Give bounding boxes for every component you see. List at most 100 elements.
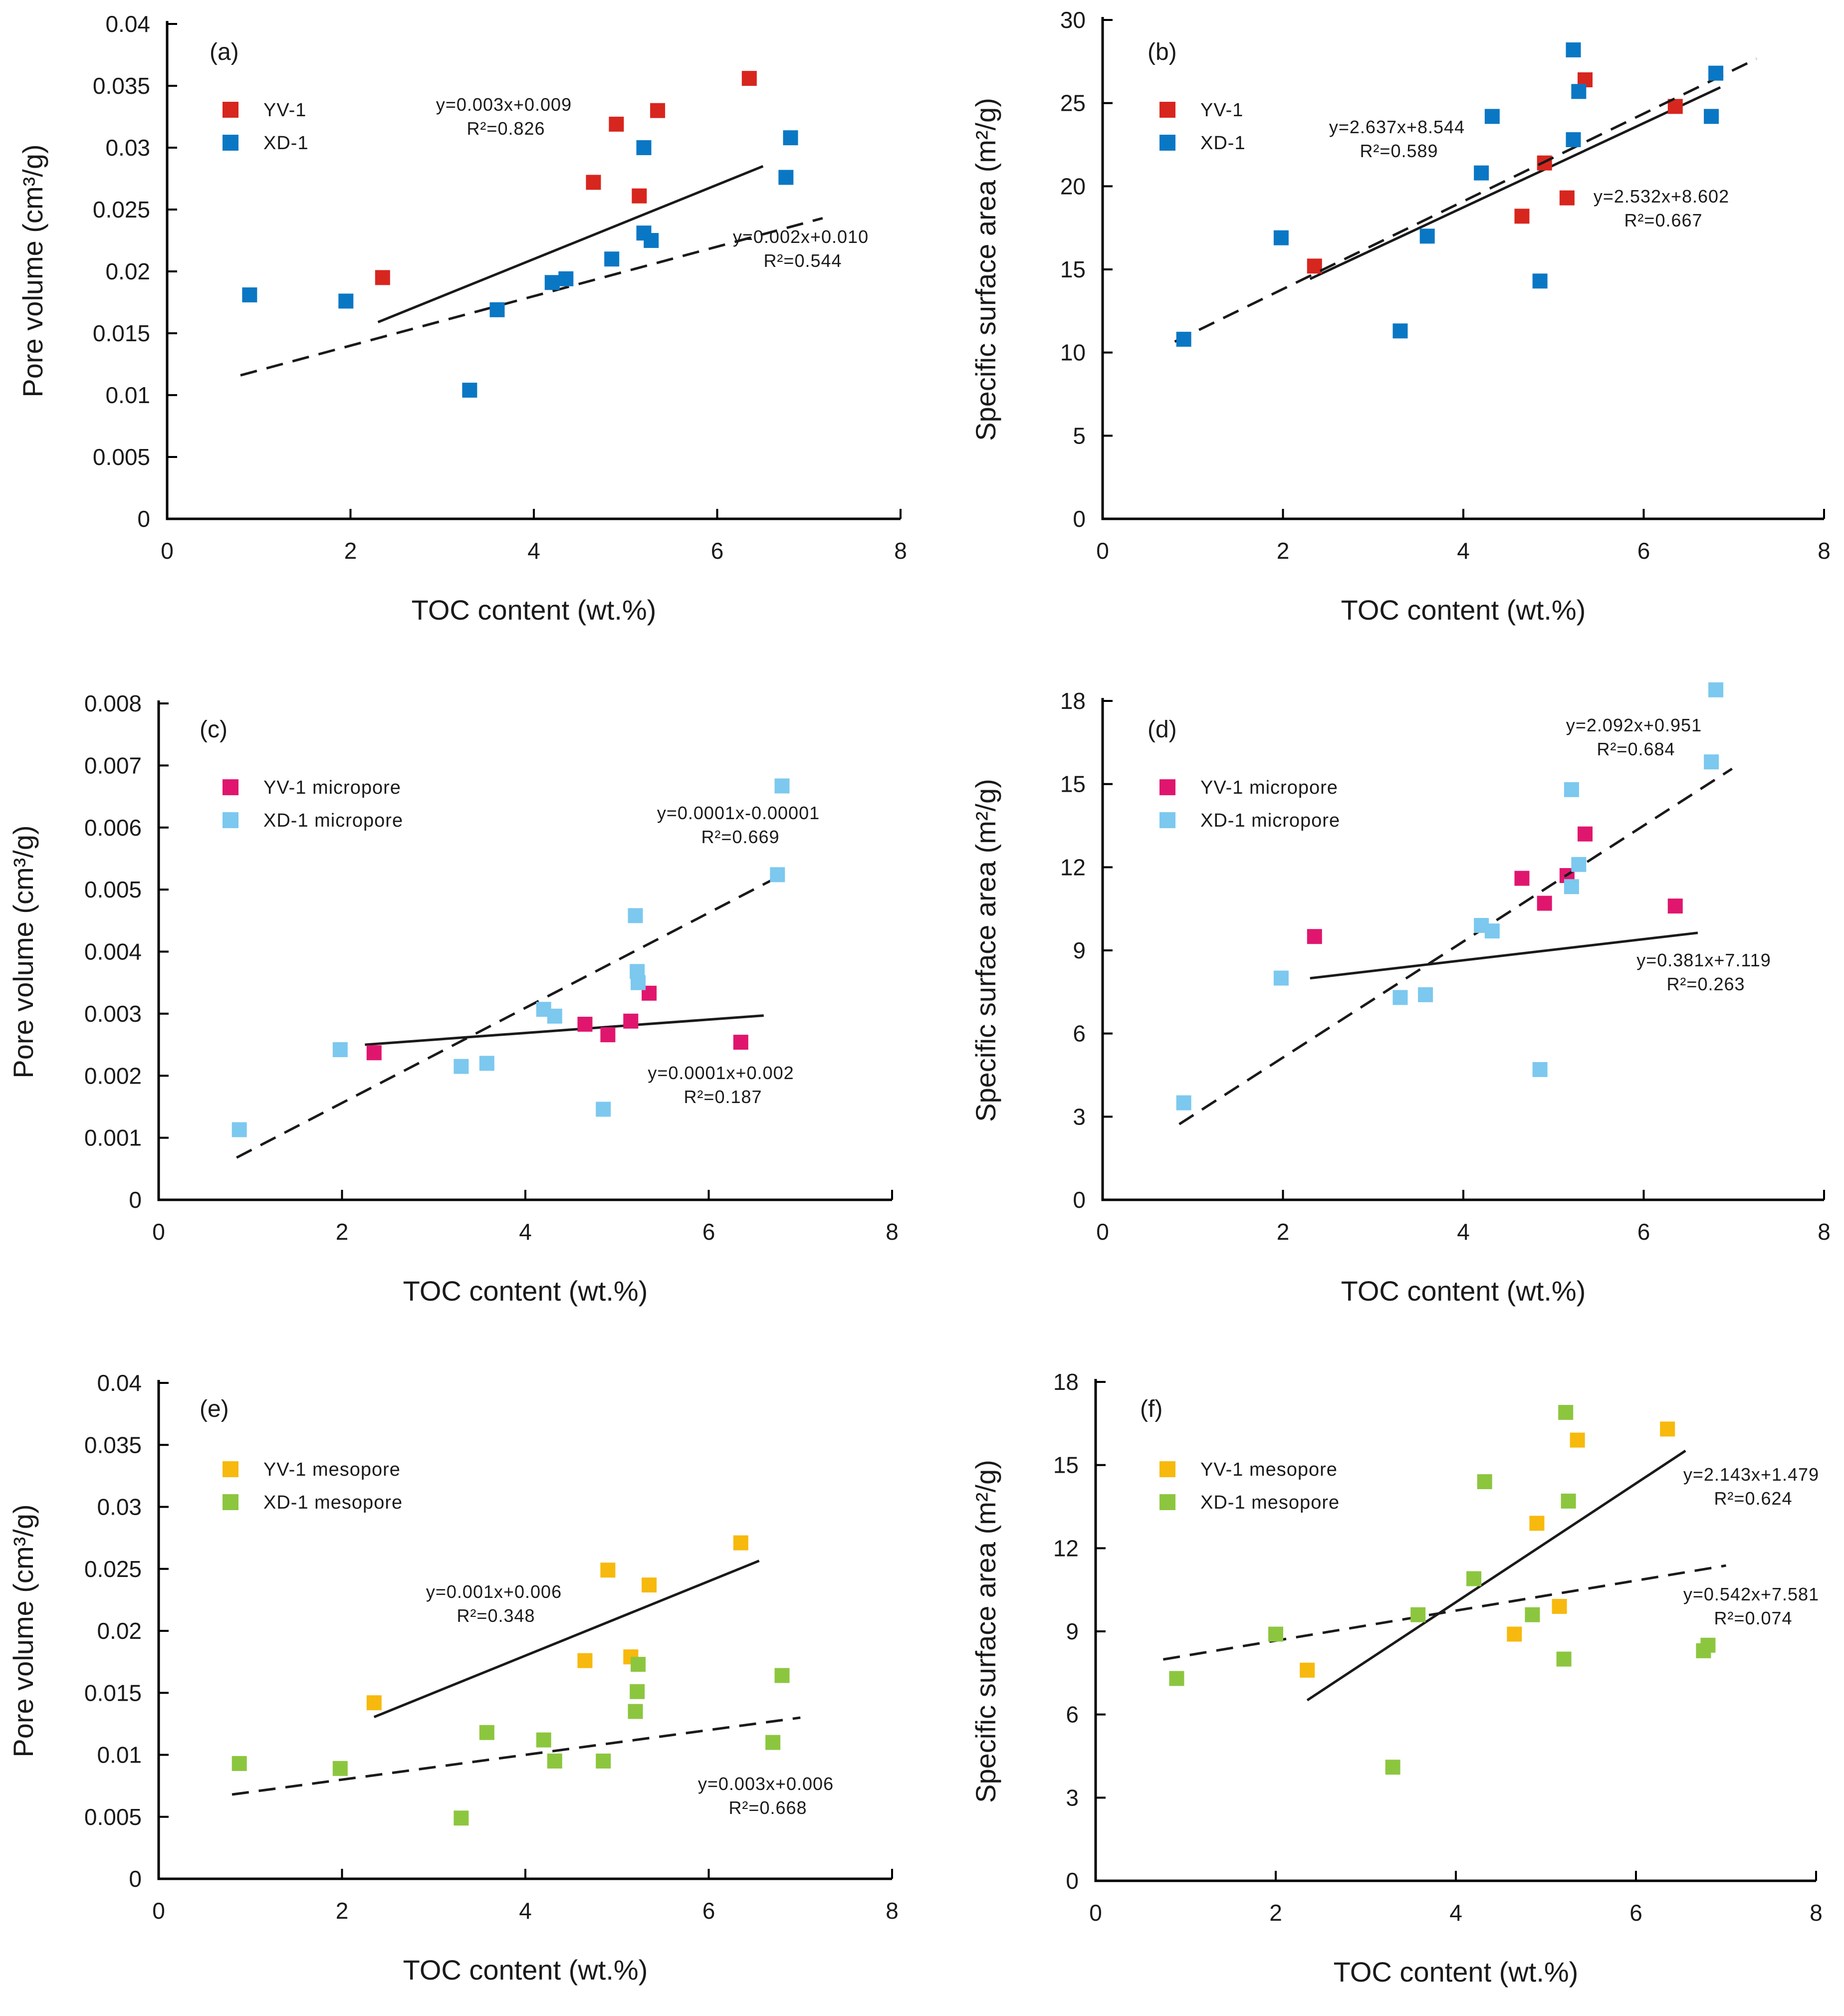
fit-r-squared: R²=0.684	[1597, 739, 1675, 759]
series-xd1-micropore: XD-1 micropore y=2.092x+0.951 R²=0.684	[1159, 682, 1733, 1125]
y-tick-label: 0.04	[105, 11, 150, 37]
legend-label: XD-1 micropore	[263, 810, 403, 831]
legend-marker	[223, 779, 238, 795]
data-point	[577, 1017, 593, 1032]
legend-marker	[223, 1494, 238, 1510]
y-tick-label: 5	[1073, 423, 1086, 448]
data-point	[1578, 826, 1593, 842]
data-point	[1273, 230, 1289, 245]
x-tick-label: 0	[152, 1219, 165, 1245]
data-point	[479, 1725, 494, 1740]
x-tick-label: 0	[1096, 538, 1109, 564]
y-axis-title: Pore volume (cm³/g)	[7, 825, 39, 1078]
y-axis-title: Specific surface area (m²/g)	[970, 98, 1001, 441]
fit-equation: y=2.143x+1.479	[1683, 1464, 1819, 1485]
data-point	[1418, 987, 1433, 1002]
data-point	[630, 1684, 645, 1699]
data-point	[1419, 228, 1435, 244]
x-tick-label: 4	[527, 538, 540, 564]
x-tick-label: 0	[1089, 1900, 1102, 1926]
fit-r-squared: R²=0.668	[728, 1797, 807, 1818]
data-point	[1514, 209, 1530, 224]
y-tick-label: 3	[1073, 1104, 1086, 1129]
data-point	[1466, 1571, 1482, 1586]
axis-lines	[1101, 698, 1824, 1201]
data-point	[623, 1013, 639, 1029]
y-tick-label: 10	[1060, 340, 1086, 366]
data-point	[733, 1535, 748, 1551]
data-point	[1704, 754, 1719, 770]
x-axis-title: TOC content (wt.%)	[403, 1954, 648, 1986]
trendline-solid	[1309, 86, 1721, 280]
axis-lines	[1094, 1379, 1816, 1882]
data-point	[600, 1563, 616, 1578]
data-point	[631, 1657, 646, 1672]
fit-r-squared: R²=0.669	[701, 827, 779, 847]
data-point	[1559, 190, 1575, 206]
y-tick-label: 0.035	[93, 73, 150, 99]
y-tick-label: 0.01	[105, 382, 150, 408]
y-tick-label: 15	[1060, 771, 1086, 797]
panel-label: (b)	[1148, 39, 1177, 65]
legend-marker	[223, 812, 238, 828]
data-point	[1392, 990, 1408, 1005]
data-point	[332, 1761, 348, 1776]
trendline-dashed	[236, 876, 778, 1159]
y-tick-label: 0.035	[84, 1432, 142, 1458]
series-xd1-mesopore: XD-1 mesopore y=0.001x+0.006 R²=0.348	[223, 1492, 801, 1826]
y-tick-label: 0.005	[84, 1804, 142, 1830]
fit-equation: y=0.003x+0.009	[436, 94, 572, 115]
trendline-dashed	[240, 217, 823, 377]
legend-marker	[1159, 1494, 1175, 1510]
series-yv1-micropore: YV-1 micropore y=0.0001x+0.002 R²=0.187	[223, 777, 794, 1107]
fit-r-squared: R²=0.348	[457, 1605, 535, 1626]
y-tick-label: 0.01	[97, 1742, 142, 1768]
y-tick-label: 18	[1060, 688, 1086, 714]
y-tick-label: 20	[1060, 173, 1086, 199]
legend-label: XD-1	[1200, 133, 1246, 154]
y-tick-label: 0	[1073, 1187, 1086, 1213]
data-point	[1571, 857, 1587, 872]
x-axis-title: TOC content (wt.%)	[1334, 1956, 1579, 1988]
chart-panel-6: 0 3 6 9 12 15 18 0 2 4 6 8 TOC content (wt.%) Specifi…	[970, 1369, 1823, 1988]
legend-marker	[1159, 1461, 1175, 1477]
y-axis-title: Specific surface area (m²/g)	[970, 1460, 1001, 1803]
data-point	[1566, 42, 1581, 57]
y-axis-title: Specific surface area (m²/g)	[970, 779, 1001, 1122]
data-point	[596, 1753, 611, 1769]
legend-label: YV-1	[263, 100, 306, 121]
panel-label: (c)	[200, 716, 228, 743]
x-tick-label: 2	[1277, 1219, 1290, 1245]
y-tick-label: 0.002	[84, 1063, 142, 1089]
data-point	[1273, 970, 1289, 986]
y-tick-label: 0.001	[84, 1125, 142, 1151]
x-tick-label: 6	[1637, 538, 1650, 564]
data-point	[1484, 109, 1500, 124]
series-xd1: XD-1 y=0.002x+0.010 R²=0.544	[223, 130, 868, 398]
data-point	[231, 1122, 247, 1137]
fit-r-squared: R²=0.826	[466, 118, 545, 139]
trendline-solid	[365, 1014, 764, 1046]
y-tick-label: 12	[1053, 1535, 1079, 1561]
data-point	[547, 1008, 562, 1024]
x-tick-label: 8	[894, 538, 907, 564]
y-tick-label: 0.02	[97, 1618, 142, 1644]
data-point	[1566, 132, 1581, 147]
data-point	[604, 251, 620, 267]
x-tick-label: 6	[1637, 1219, 1650, 1245]
x-axis-title: TOC content (wt.%)	[1341, 594, 1586, 626]
y-tick-label: 18	[1053, 1369, 1079, 1395]
data-point	[375, 270, 390, 285]
data-point	[586, 175, 601, 190]
series-yv1: YV-1 y=0.003x+0.009 R²=0.826	[223, 71, 764, 323]
data-point	[1507, 1626, 1522, 1642]
data-point	[1410, 1607, 1426, 1622]
trendline-dashed	[1174, 57, 1757, 343]
data-point	[628, 908, 643, 923]
series-yv1-mesopore: YV-1 mesopore y=2.143x+1.479 R²=0.624	[1159, 1421, 1819, 1702]
data-point	[1477, 1474, 1492, 1489]
data-point	[242, 287, 257, 303]
y-tick-label: 0	[129, 1866, 142, 1892]
x-axis-title: TOC content (wt.%)	[412, 594, 657, 626]
